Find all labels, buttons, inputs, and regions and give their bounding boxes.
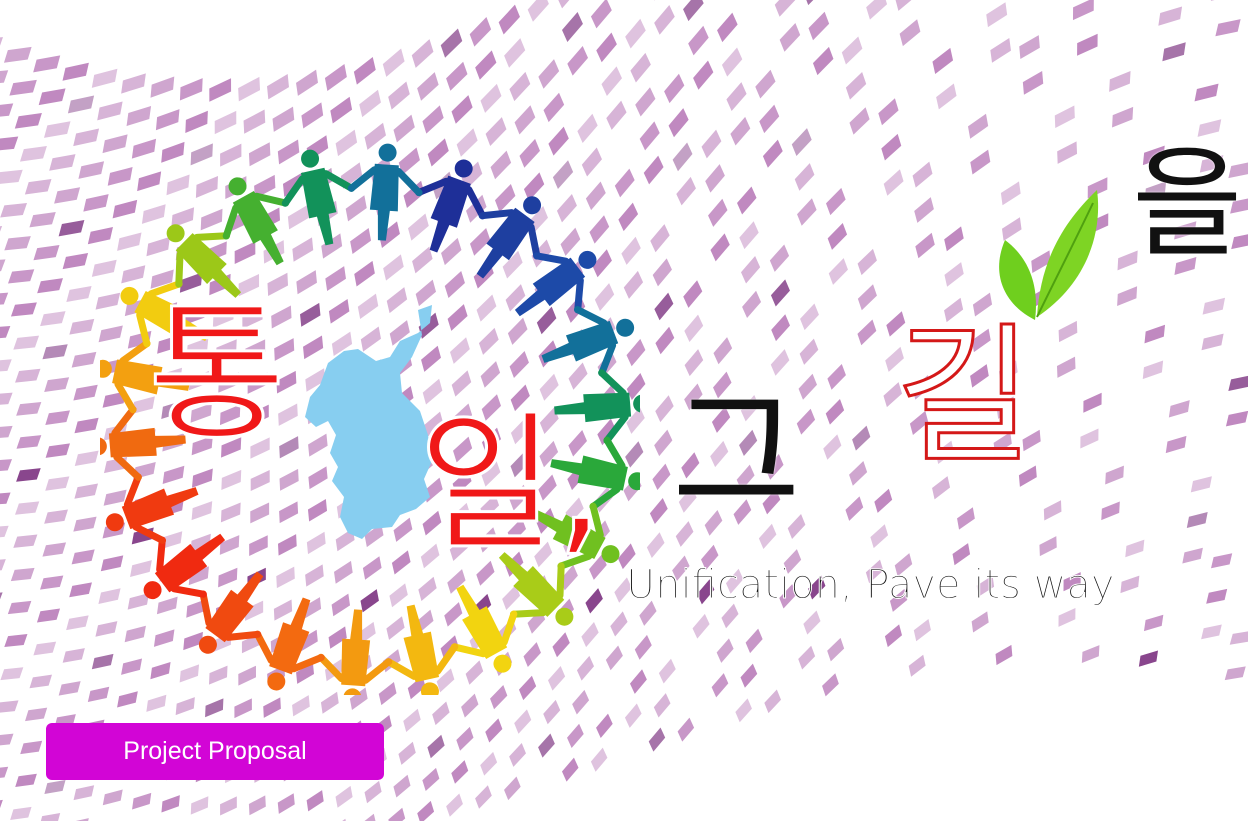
title-char-il: 일, [417, 398, 606, 572]
subtitle: Unification, Pave its way [626, 562, 1116, 609]
title-char-tong: 통 [146, 288, 287, 462]
title-char-eul: 을 [1132, 135, 1243, 274]
korea-map-icon [305, 305, 432, 539]
sprout-leaves-icon [999, 190, 1099, 320]
title-char-geu: 그 [672, 373, 801, 536]
title-char-gil: 길 [893, 310, 1034, 484]
badge-label: Project Proposal [123, 737, 307, 765]
project-proposal-badge[interactable]: Project Proposal [46, 723, 384, 780]
people-ring-icon [100, 143, 640, 695]
